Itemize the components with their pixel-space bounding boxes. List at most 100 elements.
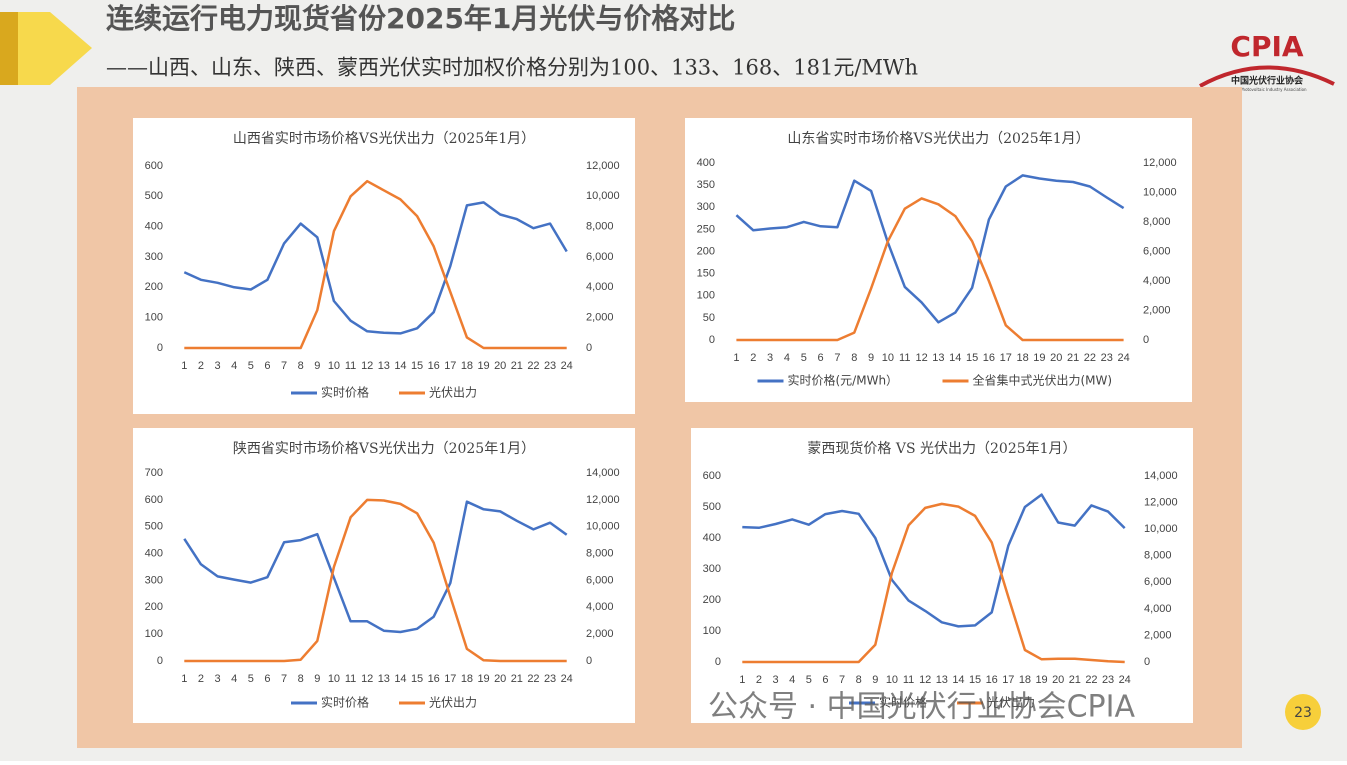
y2-tick-label: 6,000 [586, 574, 614, 586]
x-tick-label: 11 [903, 674, 914, 686]
chart-box [133, 118, 635, 414]
series-line [184, 179, 567, 350]
legend-label: 实时价格 [321, 385, 369, 400]
x-tick-label: 4 [231, 360, 237, 372]
x-tick-label: 20 [1050, 352, 1062, 364]
x-tick-label: 24 [561, 360, 573, 372]
x-tick-label: 15 [966, 352, 978, 364]
x-tick-label: 21 [511, 673, 523, 685]
x-tick-label: 2 [198, 673, 204, 685]
y2-tick-label: 0 [586, 342, 592, 354]
x-tick-label: 20 [494, 673, 506, 685]
y2-tick-label: 12,000 [586, 494, 620, 506]
watermark: 公众号 · 中国光伏行业协会CPIA [708, 690, 1135, 725]
x-tick-label: 11 [345, 673, 356, 685]
x-tick-label: 21 [1067, 352, 1079, 364]
y-tick-label: 500 [145, 190, 163, 202]
logo-en: China Photovoltaic Industry Association [1227, 87, 1307, 92]
x-tick-label: 2 [198, 360, 204, 372]
x-tick-label: 4 [784, 352, 790, 364]
x-tick-label: 1 [181, 673, 187, 685]
y2-tick-label: 6,000 [1144, 576, 1172, 588]
x-tick-label: 7 [834, 352, 840, 364]
y2-tick-label: 10,000 [1143, 186, 1177, 198]
series-line [183, 500, 568, 634]
x-tick-label: 21 [511, 360, 523, 372]
x-tick-label: 23 [544, 673, 556, 685]
x-tick-label: 5 [806, 674, 812, 686]
x-tick-label: 24 [1119, 674, 1131, 686]
x-tick-label: 8 [298, 673, 304, 685]
x-tick-label: 1 [739, 674, 745, 686]
x-tick-label: 17 [1000, 352, 1012, 364]
y2-tick-label: 8,000 [1144, 550, 1172, 562]
x-tick-label: 7 [281, 673, 287, 685]
y2-tick-label: 8,000 [586, 547, 614, 559]
page-number: 23 [1294, 705, 1312, 721]
y-tick-label: 50 [703, 312, 715, 324]
y2-tick-label: 6,000 [1143, 245, 1171, 257]
y2-tick-label: 0 [1143, 334, 1149, 346]
y-tick-label: 400 [145, 547, 163, 559]
x-tick-label: 6 [822, 674, 828, 686]
x-tick-label: 13 [378, 673, 390, 685]
legend-label: 实时价格(元/MWh） [788, 373, 899, 388]
x-tick-label: 19 [477, 673, 489, 685]
y2-tick-label: 4,000 [586, 601, 614, 613]
x-tick-label: 19 [1035, 674, 1047, 686]
y-tick-label: 500 [145, 521, 163, 533]
series-line [735, 174, 1125, 324]
legend-label: 光伏出力 [429, 696, 477, 710]
x-tick-label: 22 [1084, 352, 1096, 364]
y-tick-label: 100 [697, 290, 715, 302]
x-tick-label: 15 [411, 360, 423, 372]
chart-box [691, 428, 1193, 723]
y-tick-label: 600 [145, 160, 163, 172]
y2-tick-label: 12,000 [586, 160, 620, 172]
y-tick-label: 200 [697, 245, 715, 257]
x-tick-label: 12 [361, 673, 373, 685]
x-tick-label: 6 [818, 352, 824, 364]
y-tick-label: 500 [703, 501, 721, 513]
x-tick-label: 13 [378, 360, 390, 372]
series-line [183, 201, 568, 335]
y2-tick-label: 2,000 [586, 312, 614, 324]
x-tick-label: 18 [1019, 674, 1031, 686]
x-tick-label: 14 [394, 673, 406, 685]
x-tick-label: 3 [767, 352, 773, 364]
x-tick-label: 12 [919, 674, 931, 686]
x-tick-label: 2 [756, 674, 762, 686]
legend-label: 实时价格 [879, 695, 927, 710]
y-tick-label: 200 [145, 601, 163, 613]
y-tick-label: 600 [145, 494, 163, 506]
y2-tick-label: 4,000 [1143, 275, 1171, 287]
x-tick-label: 22 [527, 360, 539, 372]
y-tick-label: 700 [145, 467, 163, 479]
x-tick-label: 9 [868, 352, 874, 364]
series-line [184, 498, 567, 663]
arrow [0, 12, 92, 85]
chart-box [685, 118, 1192, 402]
y2-tick-label: 4,000 [1144, 603, 1172, 615]
x-tick-label: 18 [1016, 352, 1028, 364]
y-tick-label: 300 [145, 574, 163, 586]
y2-tick-label: 10,000 [586, 190, 620, 202]
x-tick-label: 12 [361, 360, 373, 372]
x-tick-label: 21 [1069, 674, 1081, 686]
x-tick-label: 13 [936, 674, 948, 686]
x-tick-label: 9 [872, 674, 878, 686]
y2-tick-label: 8,000 [1143, 216, 1171, 228]
x-tick-label: 12 [915, 352, 927, 364]
y2-tick-label: 12,000 [1144, 496, 1178, 508]
x-tick-label: 5 [801, 352, 807, 364]
x-tick-label: 18 [461, 673, 473, 685]
y-tick-label: 300 [145, 251, 163, 263]
chart-title: 蒙西现货价格 VS 光伏出力（2025年1月） [807, 440, 1076, 457]
x-tick-label: 19 [477, 360, 489, 372]
y-tick-label: 200 [703, 594, 721, 606]
y2-tick-label: 0 [1144, 656, 1150, 668]
legend-label: 光伏出力 [429, 386, 477, 400]
x-tick-label: 24 [561, 673, 573, 685]
x-tick-label: 1 [181, 360, 187, 372]
x-tick-label: 6 [264, 360, 270, 372]
